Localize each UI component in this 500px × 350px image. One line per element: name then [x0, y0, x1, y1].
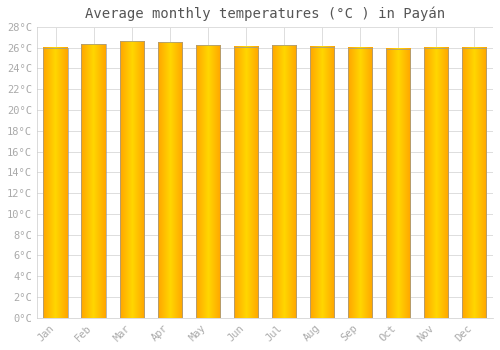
Bar	[386, 49, 410, 318]
Bar	[196, 46, 220, 318]
Bar	[310, 47, 334, 318]
Bar	[82, 44, 106, 318]
Bar	[120, 41, 144, 318]
Bar	[348, 48, 372, 318]
Bar	[158, 42, 182, 318]
Bar	[462, 48, 486, 318]
Bar	[424, 48, 448, 318]
Title: Average monthly temperatures (°C ) in Payán: Average monthly temperatures (°C ) in Pa…	[85, 7, 445, 21]
Bar	[44, 48, 68, 318]
Bar	[234, 47, 258, 318]
Bar	[272, 46, 296, 318]
